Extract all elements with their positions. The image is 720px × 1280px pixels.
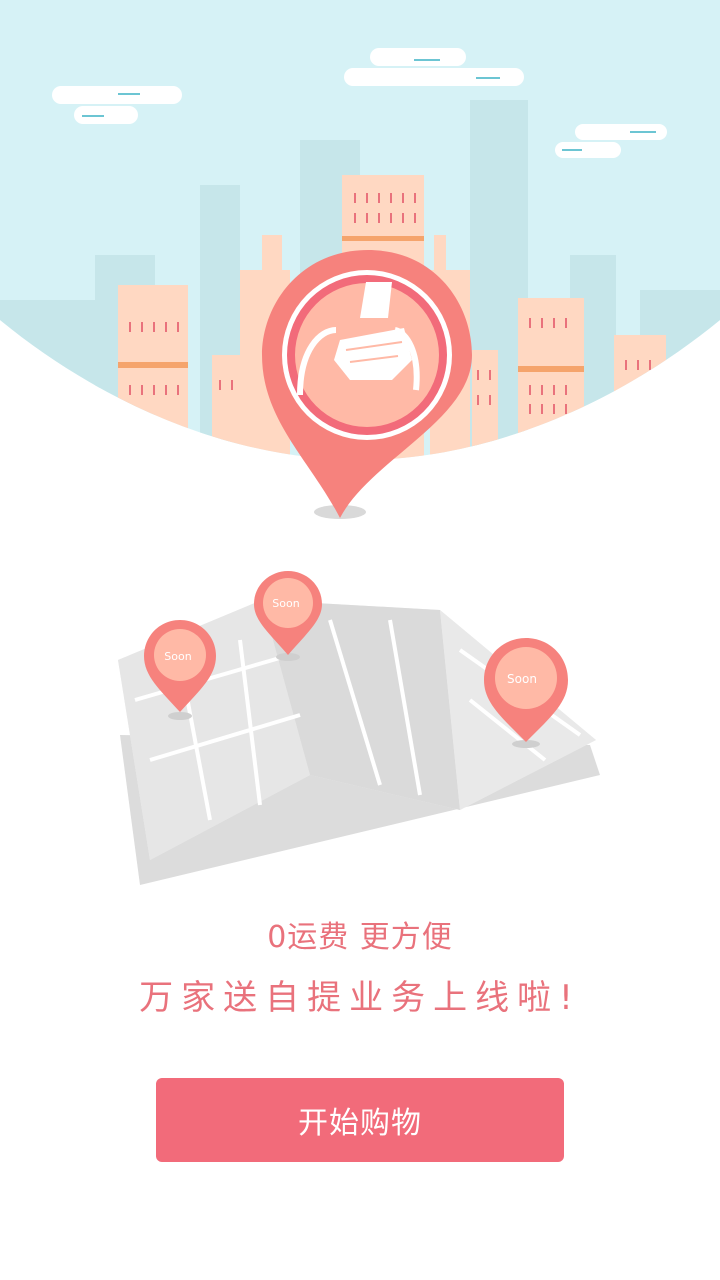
hero-illustration: Soon Soon Soon (0, 0, 720, 885)
headline: 万家送自提业务上线啦! (139, 978, 581, 1018)
hand-bag-icon (297, 282, 420, 396)
svg-text:Soon: Soon (164, 650, 191, 663)
soon-pin-icon: Soon Soon Soon (144, 571, 568, 748)
folded-map (118, 600, 600, 885)
cloud-icon (52, 48, 667, 158)
tagline: 0运费 更方便 (267, 920, 453, 955)
svg-text:Soon: Soon (272, 597, 299, 610)
svg-text:Soon: Soon (507, 672, 537, 686)
start-shopping-button[interactable]: 开始购物 (156, 1078, 564, 1162)
